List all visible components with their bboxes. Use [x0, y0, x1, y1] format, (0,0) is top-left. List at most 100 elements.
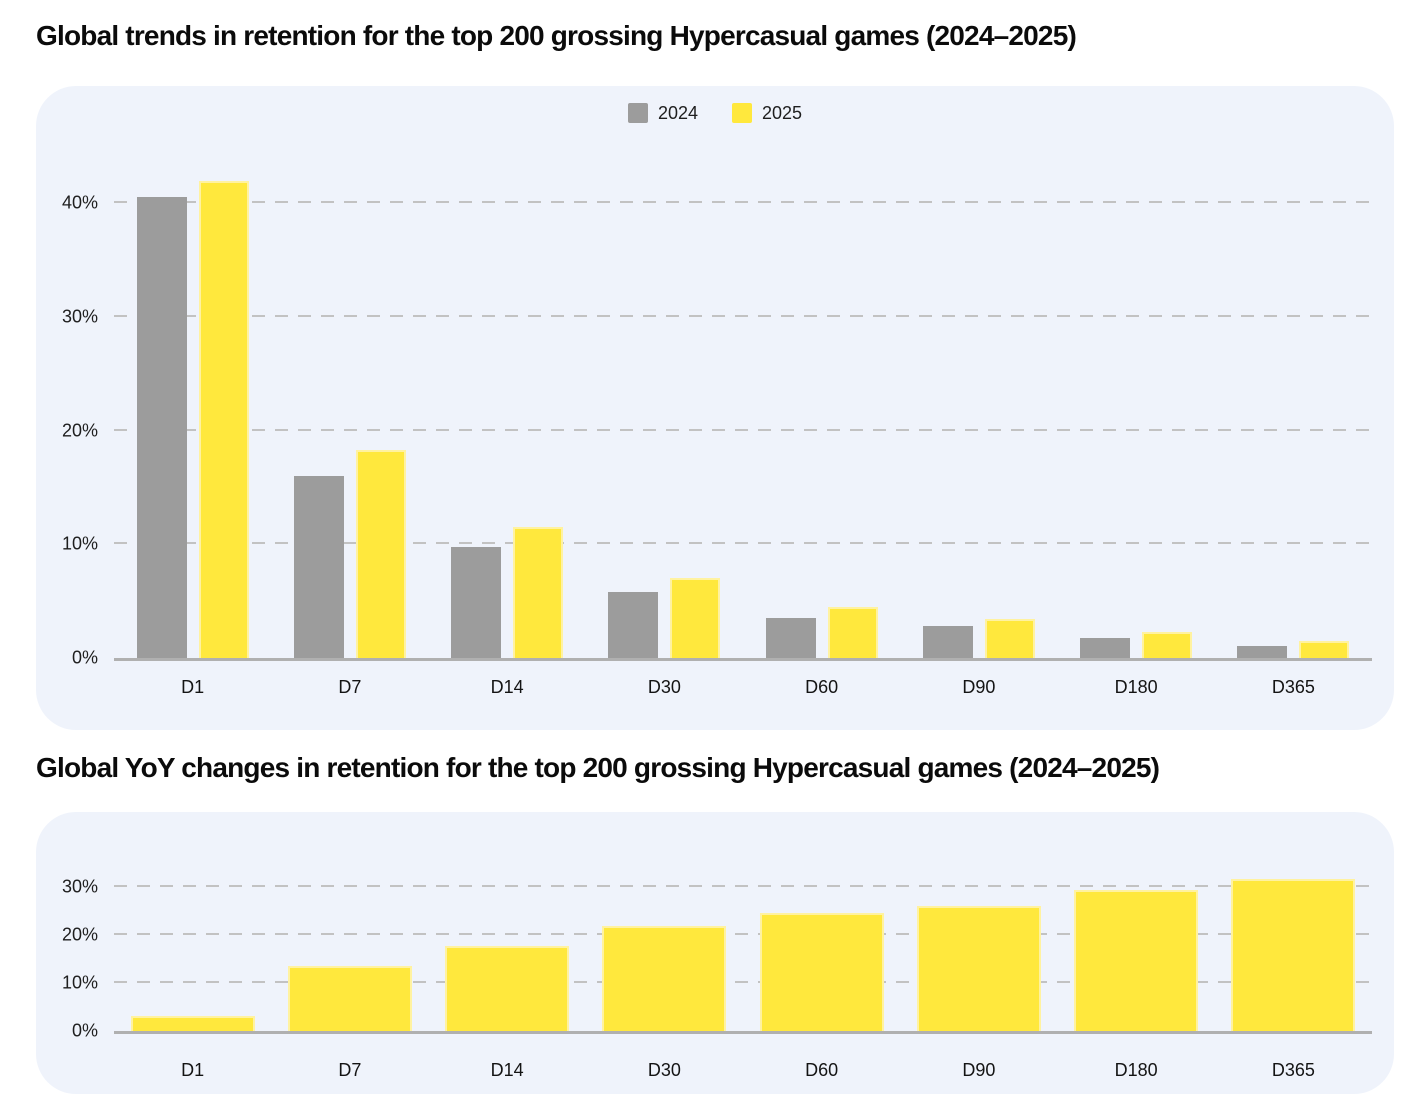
x-label-slot-D90: D90 — [900, 677, 1057, 698]
gridline-20% — [114, 933, 1372, 935]
gridline-10% — [114, 542, 1372, 545]
gridline-40% — [114, 201, 1372, 204]
chart2-card: 0% 10% 20% 30% D1 D7 D14 D30 D60 D90 D180 D365 — [36, 812, 1394, 1094]
bar-group-D60 — [743, 863, 900, 1031]
bar-2025-D180 — [1142, 631, 1193, 658]
bar-group-D180 — [1058, 158, 1215, 658]
bar-group-D365 — [1215, 158, 1372, 658]
x-tick-label: D7 — [338, 1060, 362, 1080]
chart2-bars — [114, 863, 1372, 1031]
chart2-bar-chart: 0% 10% 20% 30% D1 D7 D14 D30 D60 D90 D180 D365 — [62, 863, 1372, 1081]
chart2-x-axis-labels: D1 D7 D14 D30 D60 D90 D180 D365 — [114, 1060, 1372, 1081]
x-label-slot-D365: D365 — [1215, 677, 1372, 698]
y-tick-label: 30% — [61, 306, 98, 327]
bar-yoy-change-D365 — [1231, 879, 1356, 1031]
legend-swatch-2025 — [732, 103, 752, 123]
gridline-10% — [114, 981, 1372, 983]
x-tick-label: D365 — [1271, 1060, 1315, 1080]
chart1-plot-area: 0% 10% 20% 30% 40% — [62, 158, 1372, 668]
x-tick-label: D7 — [338, 677, 362, 697]
bar-yoy-change-D90 — [916, 905, 1041, 1031]
chart1-x-axis-labels: D1 D7 D14 D30 D60 D90 D180 D365 — [114, 677, 1372, 698]
bar-2025-D60 — [827, 606, 878, 658]
bar-group-D7 — [271, 863, 428, 1031]
y-tick-label: 20% — [61, 420, 98, 441]
x-tick-label: D365 — [1271, 677, 1315, 697]
legend-swatch-2024 — [627, 103, 648, 123]
bar-group-D14 — [429, 863, 586, 1031]
bar-2024-D90 — [922, 626, 973, 658]
bar-2025-D14 — [513, 527, 564, 658]
x-tick-label: D60 — [805, 677, 839, 697]
y-tick-label: 10% — [61, 533, 98, 554]
bar-2025-D90 — [984, 619, 1035, 658]
y-tick-label: 0% — [71, 1020, 98, 1041]
bar-group-D365 — [1215, 863, 1372, 1031]
x-label-slot-D60: D60 — [743, 1060, 900, 1081]
x-tick-label: D180 — [1114, 1060, 1158, 1080]
bar-2024-D14 — [451, 546, 502, 658]
gridline-20% — [114, 428, 1372, 431]
bar-2024-D7 — [293, 476, 344, 658]
bar-yoy-change-D14 — [445, 946, 570, 1031]
bar-yoy-change-D180 — [1074, 890, 1199, 1031]
x-label-slot-D1: D1 — [114, 677, 271, 698]
bar-group-D180 — [1058, 863, 1215, 1031]
chart1-legend: 2024 2025 — [36, 86, 1394, 124]
gridline-30% — [114, 315, 1372, 318]
chart1-bars — [114, 158, 1372, 658]
gridline-30% — [114, 885, 1372, 887]
bar-2024-D30 — [608, 592, 659, 658]
x-tick-label: D180 — [1114, 677, 1158, 697]
bar-2024-D180 — [1080, 637, 1131, 658]
x-tick-label: D30 — [647, 1060, 681, 1080]
x-label-slot-D180: D180 — [1058, 677, 1215, 698]
bar-yoy-change-D1 — [130, 1015, 255, 1031]
x-tick-label: D30 — [647, 677, 681, 697]
chart1-card: 2024 2025 0% 10% 20% 30% 40% D1 D7 D14 D30 D60 D90… — [36, 86, 1394, 730]
bar-2024-D60 — [765, 618, 816, 658]
bar-yoy-change-D7 — [287, 965, 412, 1031]
bar-2025-D1 — [198, 180, 249, 658]
bar-group-D1 — [114, 863, 271, 1031]
legend-label: 2025 — [762, 102, 803, 123]
chart2-title: Global YoY changes in retention for the … — [36, 752, 1160, 783]
x-tick-label: D90 — [962, 1060, 996, 1080]
x-tick-label: D1 — [181, 677, 205, 697]
y-tick-label: 20% — [61, 924, 98, 945]
bar-group-D90 — [900, 158, 1057, 658]
bar-yoy-change-D60 — [759, 912, 884, 1031]
x-tick-label: D14 — [490, 1060, 524, 1080]
x-label-slot-D90: D90 — [900, 1060, 1057, 1081]
chart1-grouped-bar-chart: 0% 10% 20% 30% 40% D1 D7 D14 D30 D60 D90 D180 D365 — [62, 158, 1372, 698]
legend-item-2024: 2024 — [627, 102, 698, 124]
x-tick-label: D60 — [805, 1060, 839, 1080]
x-label-slot-D14: D14 — [429, 677, 586, 698]
bar-group-D7 — [271, 158, 428, 658]
bar-group-D1 — [114, 158, 271, 658]
x-label-slot-D14: D14 — [429, 1060, 586, 1081]
bar-yoy-change-D30 — [602, 926, 727, 1031]
bar-2025-D7 — [355, 450, 406, 658]
bar-group-D90 — [900, 863, 1057, 1031]
bar-2025-D30 — [670, 578, 721, 658]
x-label-slot-D30: D30 — [586, 677, 743, 698]
legend-item-2025: 2025 — [732, 103, 802, 124]
legend-label: 2024 — [657, 102, 698, 123]
x-label-slot-D180: D180 — [1058, 1060, 1215, 1081]
y-tick-label: 10% — [61, 972, 98, 993]
x-tick-label: D14 — [490, 677, 524, 697]
x-label-slot-D30: D30 — [586, 1060, 743, 1081]
bar-2024-D1 — [136, 196, 187, 658]
bar-group-D30 — [586, 863, 743, 1031]
y-tick-label: 40% — [61, 192, 98, 213]
chart2-plot-area: 0% 10% 20% 30% — [62, 863, 1372, 1041]
y-tick-label: 30% — [61, 876, 98, 897]
x-label-slot-D365: D365 — [1215, 1060, 1372, 1081]
chart1-title: Global trends in retention for the top 2… — [36, 20, 1077, 51]
bar-group-D14 — [429, 158, 586, 658]
bar-2024-D365 — [1237, 645, 1288, 658]
x-label-slot-D1: D1 — [114, 1060, 271, 1081]
y-tick-label: 0% — [71, 647, 98, 668]
x-tick-label: D90 — [962, 677, 996, 697]
